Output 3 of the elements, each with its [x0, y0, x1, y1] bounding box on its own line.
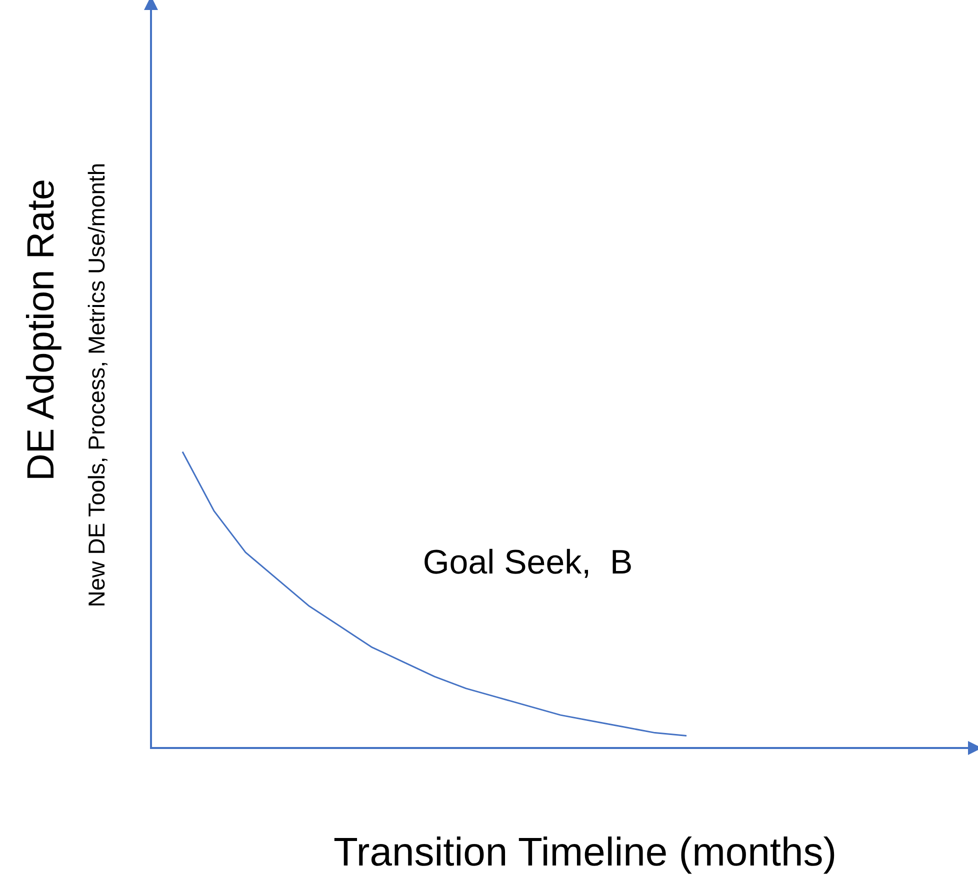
- y-axis-title: DE Adoption Rate New DE Tools, Process, Metrics Use/month: [20, 162, 110, 608]
- annotation: Goal Seek, B: [422, 543, 633, 582]
- x-axis-title: Transition Timeline (months): [333, 830, 837, 876]
